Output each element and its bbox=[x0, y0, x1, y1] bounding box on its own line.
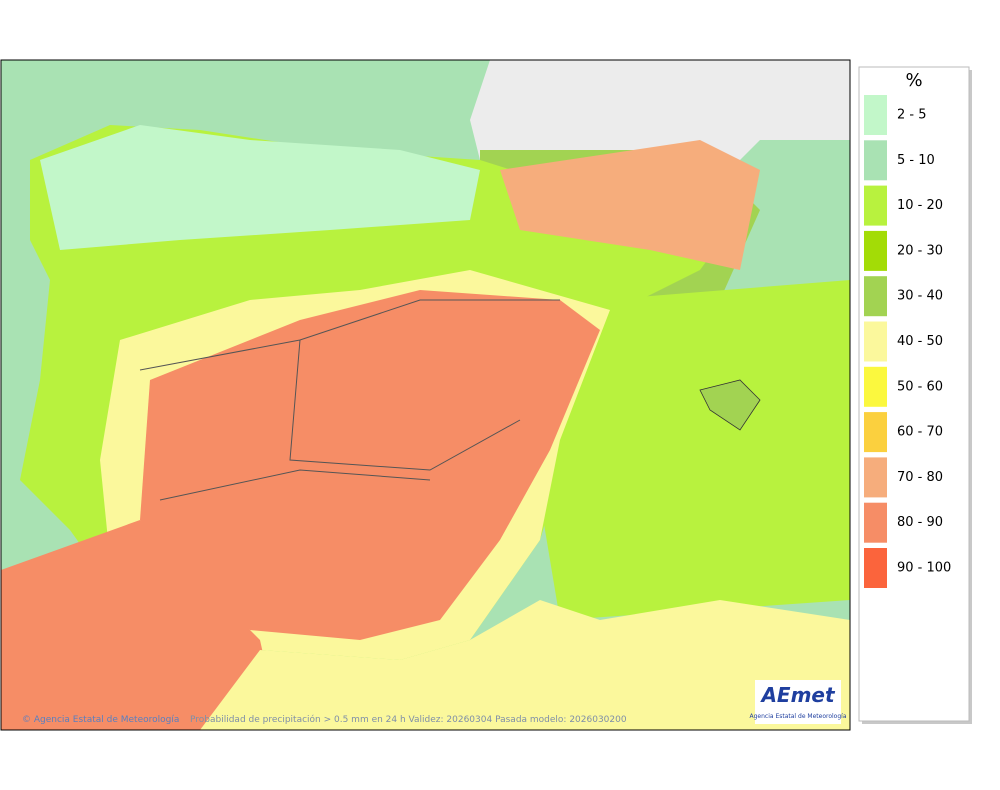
precip-zone bbox=[500, 140, 760, 270]
legend-label: 30 - 40 bbox=[897, 289, 943, 304]
legend-label: 80 - 90 bbox=[897, 515, 943, 530]
legend-swatch bbox=[864, 230, 887, 271]
legend-swatch bbox=[864, 95, 887, 135]
legend-label: 70 - 80 bbox=[897, 470, 943, 485]
legend: % 2 - 5 5 - 10 10 - 20 20 - 30 30 - 40 40 - 5… bbox=[858, 66, 972, 724]
map-frame bbox=[0, 59, 851, 731]
legend-label: 60 - 70 bbox=[897, 425, 943, 440]
legend-label: 5 - 10 bbox=[897, 153, 935, 168]
precip-zone bbox=[140, 290, 600, 640]
legend-swatch bbox=[864, 366, 887, 407]
precip-zone bbox=[40, 125, 480, 250]
logo-name: AEmet bbox=[759, 683, 836, 707]
legend-label: 90 - 100 bbox=[897, 561, 951, 576]
logo-box bbox=[755, 680, 841, 724]
legend-swatch bbox=[864, 502, 887, 543]
africa-land bbox=[200, 600, 850, 730]
precip-zone bbox=[540, 280, 850, 620]
credit-text: Agencia Estatal de Meteorología bbox=[34, 715, 180, 725]
legend-label: 20 - 30 bbox=[897, 243, 943, 258]
legend-label: 10 - 20 bbox=[897, 198, 943, 213]
logo-subtitle: Agencia Estatal de Meteorología bbox=[750, 713, 847, 720]
legend-swatch bbox=[864, 276, 887, 317]
legend-title: % bbox=[905, 70, 922, 91]
map: © Agencia Estatal de Meteorología Probab… bbox=[0, 59, 851, 731]
legend-swatch bbox=[864, 548, 887, 588]
legend-swatch bbox=[864, 321, 887, 362]
caption: Probabilidad de precipitación > 0.5 mm e… bbox=[190, 714, 627, 725]
legend-swatch bbox=[864, 457, 887, 498]
legend-label: 40 - 50 bbox=[897, 334, 943, 349]
legend-swatch bbox=[864, 412, 887, 453]
region-borders bbox=[139, 299, 560, 501]
legend-swatch bbox=[864, 185, 887, 226]
legend-label: 50 - 60 bbox=[897, 379, 943, 394]
legend-label: 2 - 5 bbox=[897, 108, 927, 123]
island bbox=[699, 379, 761, 431]
legend-swatch bbox=[864, 140, 887, 181]
precip-zone bbox=[1, 520, 280, 730]
credit: © Agencia Estatal de Meteorología bbox=[22, 715, 179, 725]
